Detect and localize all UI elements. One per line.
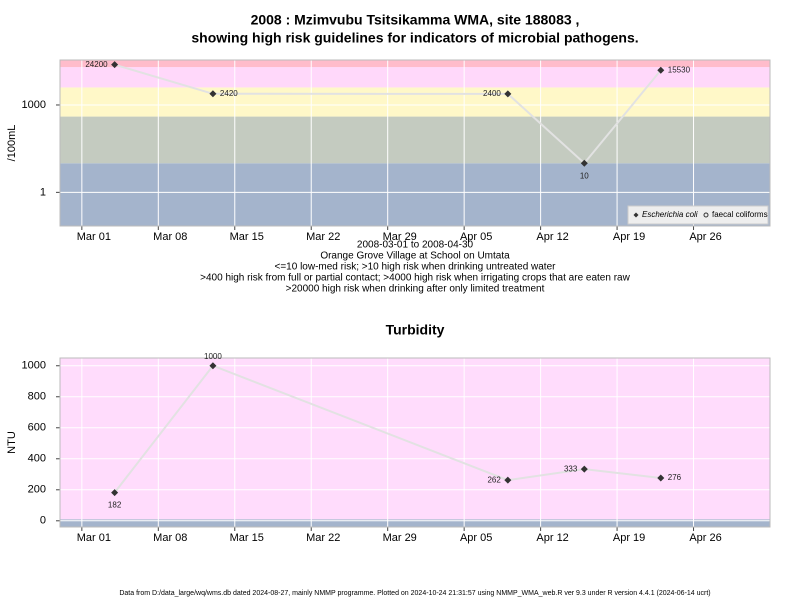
x-tick-label: Mar 15 xyxy=(230,532,264,544)
value-label: 182 xyxy=(108,501,122,510)
data-point xyxy=(209,90,217,98)
value-label: 333 xyxy=(564,464,578,473)
x-tick-label: Mar 15 xyxy=(230,231,264,243)
x-tick-label: Mar 29 xyxy=(383,231,417,243)
y-tick-label: 1000 xyxy=(22,360,46,372)
data-point xyxy=(580,465,588,473)
x-tick-label: Apr 26 xyxy=(689,532,721,544)
footer: Data from D:/data_large/wq/wms.db dated … xyxy=(119,590,710,597)
y-tick-label: 800 xyxy=(28,391,46,403)
x-tick-label: Mar 22 xyxy=(306,532,340,544)
y-tick-label: 1 xyxy=(40,186,46,198)
chart-title: Turbidity xyxy=(386,322,445,338)
value-label: 24200 xyxy=(85,60,108,69)
plot-frame xyxy=(59,357,771,528)
data-point xyxy=(657,474,665,482)
y-axis-label: NTU xyxy=(6,431,18,454)
x-tick-label: Mar 22 xyxy=(306,231,340,243)
value-label: 276 xyxy=(668,473,682,482)
data-point xyxy=(657,66,665,74)
x-tick-label: Apr 19 xyxy=(613,532,645,544)
x-tick-label: Apr 05 xyxy=(460,532,492,544)
risk-band xyxy=(60,60,770,68)
value-label: 2400 xyxy=(483,89,501,98)
x-tick-label: Mar 29 xyxy=(383,532,417,544)
legend-marker xyxy=(703,212,709,218)
value-label: 262 xyxy=(487,475,501,484)
plot-frame xyxy=(59,59,771,227)
y-tick-label: 600 xyxy=(28,422,46,434)
note: Orange Grove Village at School on Umtata xyxy=(320,251,510,262)
x-tick-label: Mar 08 xyxy=(153,231,187,243)
value-label: 10 xyxy=(580,171,589,180)
x-tick-label: Apr 12 xyxy=(536,532,568,544)
chart-title: 2008 : Mzimvubu Tsitsikamma WMA, site 18… xyxy=(251,12,580,28)
x-tick-label: Apr 26 xyxy=(689,231,721,243)
risk-band xyxy=(60,116,770,164)
x-tick-label: Mar 01 xyxy=(77,532,111,544)
x-tick-label: Apr 19 xyxy=(613,231,645,243)
risk-band xyxy=(60,519,770,527)
data-point xyxy=(111,61,119,69)
y-tick-label: 400 xyxy=(28,453,46,465)
data-point xyxy=(504,90,512,98)
legend-box xyxy=(627,205,769,225)
risk-band xyxy=(60,67,770,88)
y-tick-label: 1000 xyxy=(22,99,46,111)
x-tick-label: Mar 08 xyxy=(153,532,187,544)
y-axis-label: /100mL xyxy=(6,125,18,162)
chart-subtitle: showing high risk guidelines for indicat… xyxy=(191,30,638,46)
note: 2008-03-01 to 2008-04-30 xyxy=(357,240,474,251)
x-tick-label: Mar 01 xyxy=(77,231,111,243)
note: <=10 low-med risk; >10 high risk when dr… xyxy=(275,262,557,273)
note: >20000 high risk when drinking after onl… xyxy=(286,284,545,295)
data-point xyxy=(209,362,217,370)
value-label: 15530 xyxy=(668,65,691,74)
risk-band xyxy=(60,358,770,520)
value-label: 2420 xyxy=(220,89,238,98)
legend-label: faecal coliforms xyxy=(712,210,768,219)
data-point xyxy=(111,489,119,497)
x-tick-label: Apr 05 xyxy=(460,231,492,243)
x-tick-label: Apr 12 xyxy=(536,231,568,243)
risk-band xyxy=(60,87,770,117)
y-tick-label: 0 xyxy=(40,515,46,527)
value-label: 1000 xyxy=(204,352,222,361)
data-point xyxy=(504,476,512,484)
legend-marker xyxy=(633,212,639,218)
note: >400 high risk from full or partial cont… xyxy=(200,273,630,284)
data-point xyxy=(580,159,588,167)
y-tick-label: 200 xyxy=(28,484,46,496)
legend-label: Escherichia coli xyxy=(642,210,698,219)
